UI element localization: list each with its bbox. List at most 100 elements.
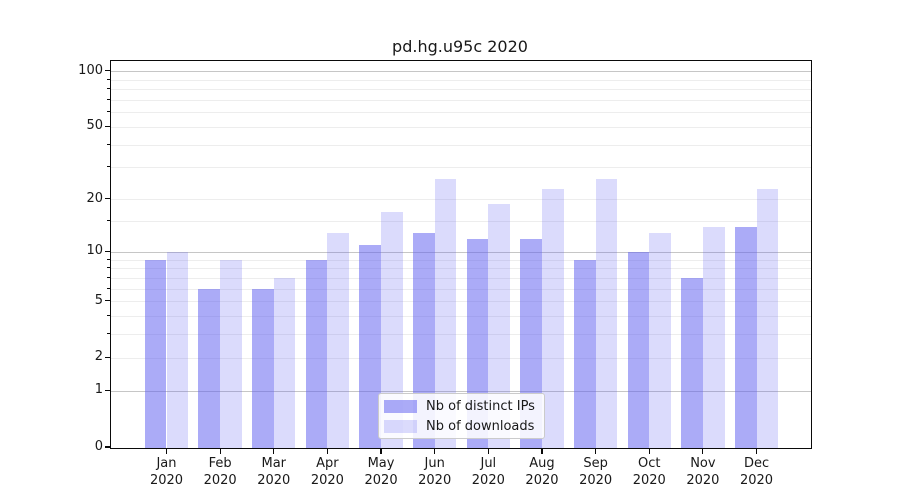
bar-downloads-jun (434, 179, 457, 448)
x-tick-jan (165, 449, 168, 454)
y-tick-label-100: 100 (78, 62, 103, 78)
x-tick-sep (595, 449, 597, 454)
gridline-minor-4 (111, 316, 811, 318)
gridline-minor-60 (111, 112, 811, 114)
x-tick-label-mar: Mar 2020 (257, 456, 291, 488)
y-tick-100 (105, 69, 110, 72)
bar-distinct-ips-sep (573, 260, 596, 448)
y-minor-tick-80 (107, 88, 110, 89)
bar-downloads-dec (756, 188, 779, 448)
gridline-minor-70 (111, 99, 811, 101)
bar-distinct-ips-may (359, 245, 382, 448)
gridline-minor-8 (111, 268, 811, 270)
x-tick-jun (434, 449, 436, 454)
y-tick-1 (105, 389, 110, 392)
gridline-minor-30 (111, 167, 811, 169)
y-tick-50 (105, 125, 110, 127)
bar-downloads-feb (220, 260, 242, 448)
x-tick-may (380, 449, 382, 454)
y-tick-2 (105, 356, 110, 358)
y-minor-tick-90 (107, 78, 110, 80)
gridline-minor-90 (111, 79, 811, 81)
gridline-20 (111, 199, 811, 201)
x-tick-mar (273, 449, 275, 454)
bar-distinct-ips-jan (144, 260, 167, 448)
gridline-minor-40 (111, 144, 811, 146)
y-tick-label-10: 10 (86, 243, 103, 259)
y-tick-label-5: 5 (94, 292, 103, 308)
y-minor-tick-70 (107, 98, 110, 100)
legend-label-downloads: Nb of downloads (426, 418, 535, 434)
gridline-100 (111, 71, 811, 72)
bar-downloads-mar (273, 278, 296, 448)
y-tick-20 (105, 198, 110, 200)
x-tick-label-jun: Jun 2020 (418, 456, 452, 488)
x-tick-nov (702, 449, 704, 454)
y-minor-tick-4 (107, 315, 110, 317)
bar-distinct-ips-apr (305, 260, 328, 448)
legend-swatch-distinct-ips (384, 399, 417, 413)
bar-distinct-ips-feb (198, 289, 221, 448)
x-tick-label-dec: Dec 2020 (739, 456, 774, 488)
y-tick-label-20: 20 (86, 190, 103, 206)
gridline-minor-80 (111, 89, 811, 90)
bar-downloads-may (381, 212, 403, 448)
y-tick-label-0: 0 (94, 439, 103, 454)
y-minor-tick-6 (107, 287, 110, 289)
gridline-minor-6 (111, 288, 811, 290)
x-tick-label-may: May 2020 (364, 456, 398, 488)
gridline-minor-3 (111, 334, 811, 336)
gridline-minor-15 (111, 221, 811, 223)
y-minor-tick-40 (107, 143, 110, 145)
bar-downloads-jul (488, 203, 511, 448)
legend-row-downloads: Nb of downloads (384, 418, 535, 434)
gridline-2 (111, 357, 811, 359)
y-minor-tick-15 (107, 220, 110, 222)
x-tick-label-feb: Feb 2020 (203, 456, 237, 488)
x-tick-dec (755, 449, 758, 454)
plot-area (110, 60, 812, 449)
y-tick-label-2: 2 (94, 349, 103, 365)
bar-downloads-nov (702, 227, 725, 448)
legend: Nb of distinct IPs Nb of downloads (378, 393, 545, 439)
x-tick-label-sep: Sep 2020 (579, 456, 613, 488)
x-tick-label-jan: Jan 2020 (149, 456, 184, 488)
x-tick-aug (541, 449, 543, 454)
gridline-minor-7 (111, 277, 811, 279)
bar-downloads-apr (327, 232, 350, 448)
bar-downloads-aug (541, 188, 564, 448)
y-tick-10 (105, 250, 110, 252)
y-minor-tick-9 (107, 258, 110, 260)
bar-distinct-ips-nov (681, 278, 703, 448)
legend-row-distinct-ips: Nb of distinct IPs (384, 398, 535, 414)
y-tick-label-1: 1 (94, 382, 103, 398)
gridline-5 (111, 301, 811, 303)
x-tick-oct (648, 449, 650, 454)
y-minor-tick-3 (107, 333, 110, 335)
y-tick-5 (105, 300, 110, 302)
bar-downloads-oct (649, 232, 671, 448)
x-tick-feb (219, 449, 221, 454)
gridline-10 (111, 251, 811, 253)
x-tick-jul (487, 449, 489, 454)
bar-distinct-ips-mar (252, 289, 274, 448)
bar-distinct-ips-dec (734, 227, 757, 448)
legend-label-distinct-ips: Nb of distinct IPs (426, 398, 535, 414)
bar-downloads-sep (595, 179, 618, 448)
x-tick-label-nov: Nov 2020 (686, 456, 720, 488)
y-minor-tick-7 (107, 276, 110, 278)
gridline-1 (111, 390, 811, 392)
y-minor-tick-30 (107, 166, 110, 168)
chart-title: pd.hg.u95c 2020 (392, 37, 528, 56)
gridline-50 (111, 126, 811, 128)
x-tick-apr (326, 449, 328, 454)
y-minor-tick-8 (107, 267, 110, 269)
x-tick-label-jul: Jul 2020 (471, 456, 505, 488)
x-tick-label-oct: Oct 2020 (632, 456, 666, 488)
y-tick-label-50: 50 (86, 118, 103, 134)
y-tick-0 (105, 446, 110, 448)
gridline-minor-9 (111, 259, 811, 261)
bar-downloads-jan (166, 252, 189, 448)
legend-swatch-downloads (384, 419, 417, 433)
